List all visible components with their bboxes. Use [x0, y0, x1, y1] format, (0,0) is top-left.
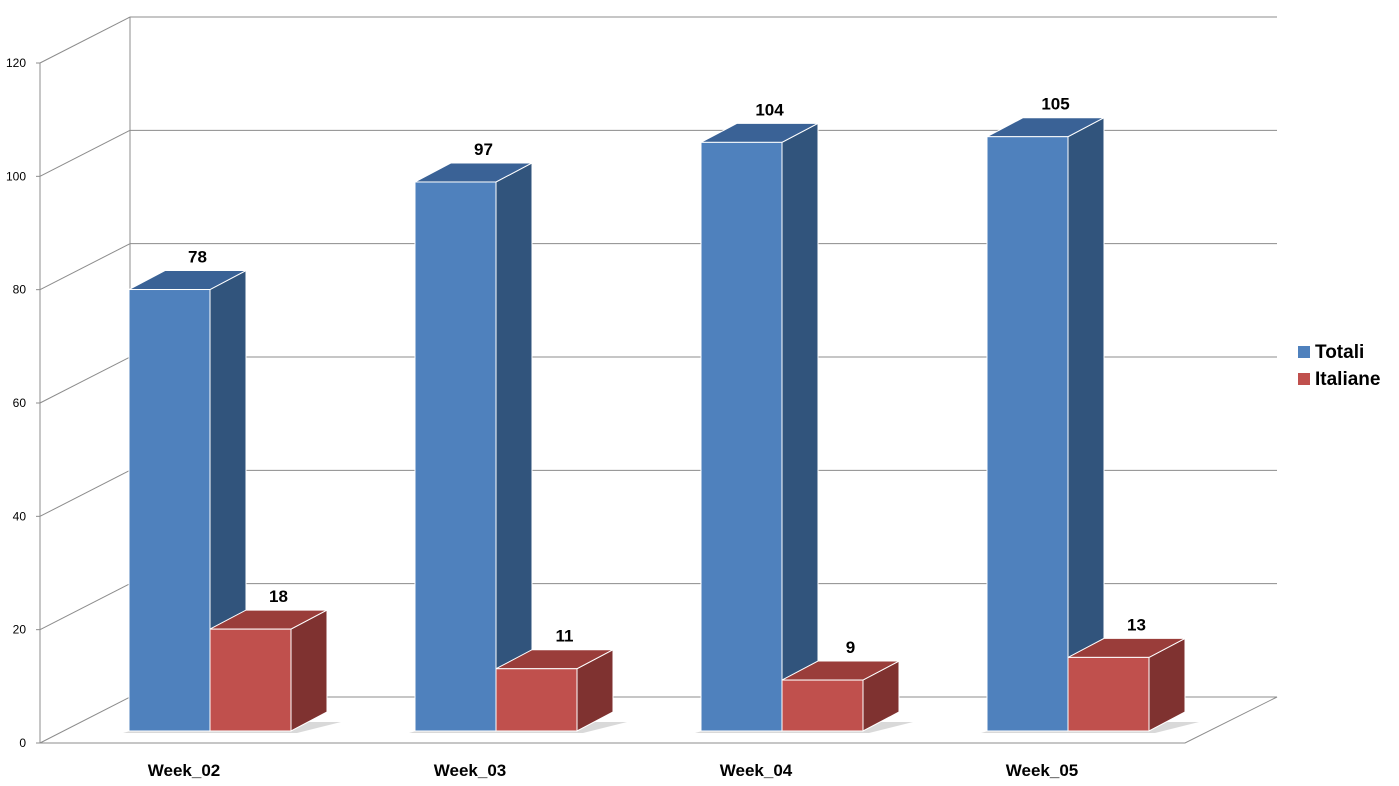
floor-outline [39, 696, 1278, 744]
y-tick-label: 100 [6, 169, 26, 183]
y-tick-label: 60 [13, 396, 27, 410]
y-axis-ticks: 0 20 40 60 80 100 120 [6, 56, 26, 750]
x-tick-label: Week_04 [720, 761, 793, 780]
data-label-Italiane-Week_03: 11 [556, 627, 574, 646]
bar-Totali-Week_03 [414, 181, 497, 732]
data-label-Italiane-Week_04: 9 [846, 638, 855, 657]
bar-Italiane-Week_05 [1067, 656, 1150, 732]
bar-side-Italiane-Week_02 [290, 609, 328, 732]
legend: Totali Italiane [1298, 342, 1380, 390]
y-tick-label: 80 [13, 283, 27, 297]
y-tick-label: 120 [6, 56, 26, 70]
y-tick-label: 20 [13, 623, 27, 637]
bar-Totali-Week_04 [700, 141, 783, 732]
bar-Italiane-Week_02 [209, 628, 292, 732]
x-axis-labels: Week_02 Week_03 Week_04 Week_05 [148, 761, 1078, 780]
data-label-Italiane-Week_05: 13 [1127, 615, 1146, 634]
gridline-left-100 [39, 129, 131, 177]
gridline-left-60 [39, 356, 131, 404]
bar-Italiane-Week_04 [781, 679, 864, 732]
legend-swatch-Italiane [1298, 373, 1310, 385]
data-label-Totali-Week_02: 78 [188, 248, 207, 267]
gridline-left-80 [39, 243, 131, 291]
bar-Italiane-Week_03 [495, 668, 578, 732]
data-label-Totali-Week_05: 105 [1041, 95, 1069, 114]
y-tick-label: 40 [13, 509, 27, 523]
gridline-left-120 [39, 16, 131, 64]
gridline-left-40 [39, 469, 131, 517]
x-tick-label: Week_05 [1006, 761, 1078, 780]
bar-Totali-Week_05 [986, 136, 1069, 732]
bar-side-Totali-Week_05 [1067, 116, 1105, 732]
data-label-Italiane-Week_02: 18 [269, 587, 288, 606]
legend-swatch-Totali [1298, 346, 1310, 358]
data-label-Totali-Week_03: 97 [474, 140, 493, 159]
bars [123, 116, 1199, 733]
bar-side-Totali-Week_03 [495, 162, 533, 732]
data-labels: 78 18 97 11 104 9 105 13 [188, 95, 1146, 657]
legend-label-Italiane: Italiane [1315, 369, 1380, 390]
bar-Totali-Week_02 [128, 289, 211, 732]
legend-label-Totali: Totali [1315, 342, 1364, 363]
bar-side-Totali-Week_04 [781, 122, 819, 732]
gridline-left-20 [39, 583, 131, 631]
x-tick-label: Week_03 [434, 761, 506, 780]
y-tick-label: 0 [19, 736, 26, 750]
x-tick-label: Week_02 [148, 761, 220, 780]
data-label-Totali-Week_04: 104 [755, 100, 784, 119]
